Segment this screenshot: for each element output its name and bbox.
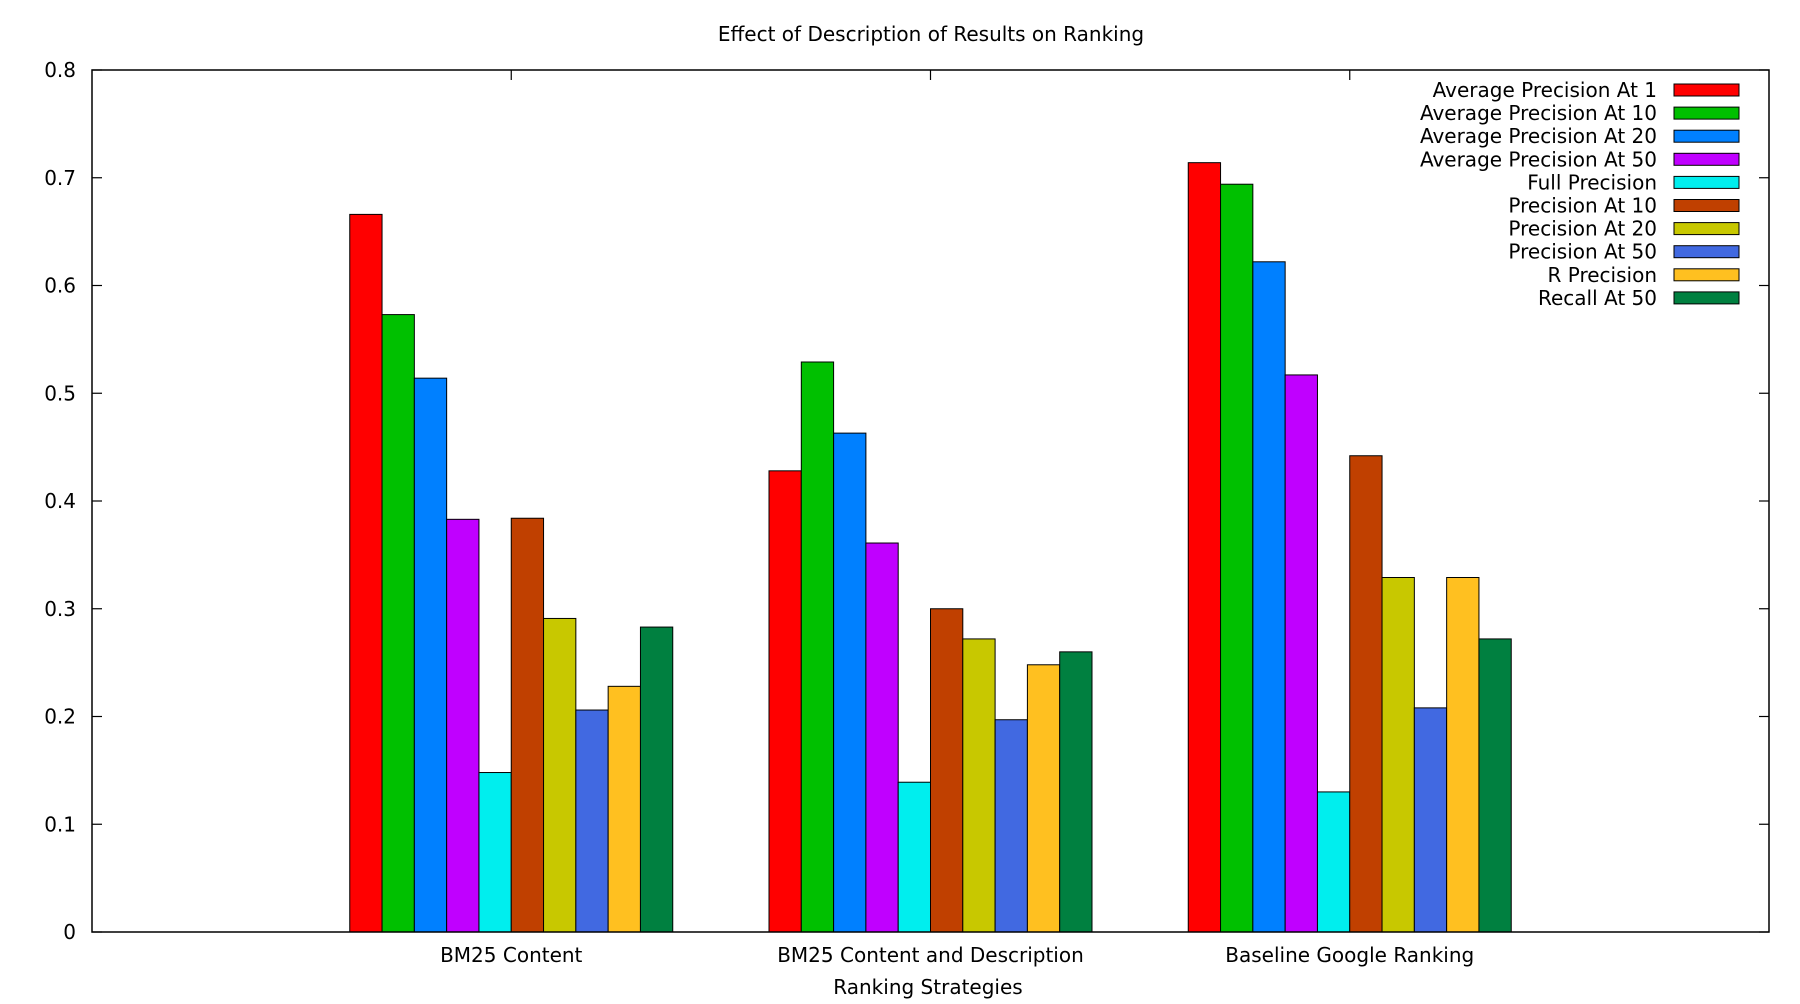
legend-swatch [1673, 291, 1740, 305]
bar [994, 719, 1028, 933]
bar [478, 772, 512, 933]
legend-swatch [1673, 199, 1740, 212]
legend-swatch [1673, 129, 1740, 143]
legend-label: Average Precision At 50 [1420, 147, 1657, 171]
bar [639, 626, 674, 933]
bar [349, 213, 383, 933]
bar [930, 608, 964, 933]
bar [897, 781, 932, 933]
legend-swatch [1673, 83, 1740, 97]
bar [1381, 577, 1415, 933]
y-tick-label: 0.4 [44, 489, 76, 513]
bar [1478, 638, 1512, 933]
bar [1026, 664, 1061, 933]
bar [510, 517, 545, 933]
x-axis: BM25 Content BM25 Content and Description… [440, 70, 1474, 967]
y-tick-label: 0.6 [44, 274, 76, 298]
x-tick-label: Baseline Google Ranking [1225, 943, 1474, 967]
bar [1413, 707, 1448, 933]
x-tick-label: BM25 Content and Description [777, 943, 1084, 967]
bar [446, 518, 480, 933]
y-tick-label: 0.2 [44, 705, 76, 729]
bar [962, 638, 996, 933]
legend-label: Average Precision At 1 [1433, 78, 1657, 102]
legend-label: R Precision [1548, 263, 1658, 287]
bar [865, 542, 899, 933]
bar [1349, 455, 1383, 933]
y-tick-label: 0.1 [44, 812, 76, 836]
legend-label: Average Precision At 10 [1420, 101, 1657, 125]
plot-frame [91, 69, 1770, 933]
chart-title: Effect of Description of Results on Rank… [718, 22, 1144, 46]
bar [575, 709, 609, 933]
legend-swatch [1673, 222, 1740, 236]
bar [543, 617, 577, 933]
bar [800, 361, 835, 933]
legend-swatch [1673, 152, 1740, 166]
bar [768, 470, 802, 933]
bar [833, 432, 867, 933]
y-axis: 0 0.1 0.2 0.3 0.4 0.5 0.6 0.7 0.8 [44, 58, 1769, 944]
bar [1284, 374, 1318, 933]
legend-label: Full Precision [1527, 170, 1657, 194]
legend-label: Precision At 10 [1508, 194, 1657, 218]
bar [1252, 261, 1286, 933]
y-tick-label: 0.5 [44, 381, 76, 405]
legend-swatch [1673, 268, 1740, 282]
y-tick-label: 0.7 [44, 166, 76, 190]
legend-label: Average Precision At 20 [1420, 124, 1657, 148]
bars [349, 162, 1512, 933]
legend-label: Precision At 20 [1508, 217, 1657, 241]
bar [413, 377, 448, 933]
y-tick-label: 0.8 [44, 58, 76, 82]
bar [1220, 183, 1254, 933]
y-tick-label: 0 [63, 920, 76, 944]
legend-swatch [1673, 245, 1740, 259]
bar [1316, 791, 1351, 933]
bar [1187, 162, 1222, 933]
legend-label: Precision At 50 [1508, 240, 1657, 264]
legend-swatch [1673, 106, 1740, 120]
bar [607, 685, 641, 933]
y-tick-label: 0.3 [44, 597, 76, 621]
bar [1446, 577, 1480, 933]
legend-swatch [1673, 175, 1740, 189]
legend-label: Recall At 50 [1538, 286, 1657, 310]
bar [1059, 651, 1093, 933]
bar [381, 314, 415, 933]
x-axis-label: Ranking Strategies [833, 975, 1022, 999]
x-tick-label: BM25 Content [440, 943, 582, 967]
